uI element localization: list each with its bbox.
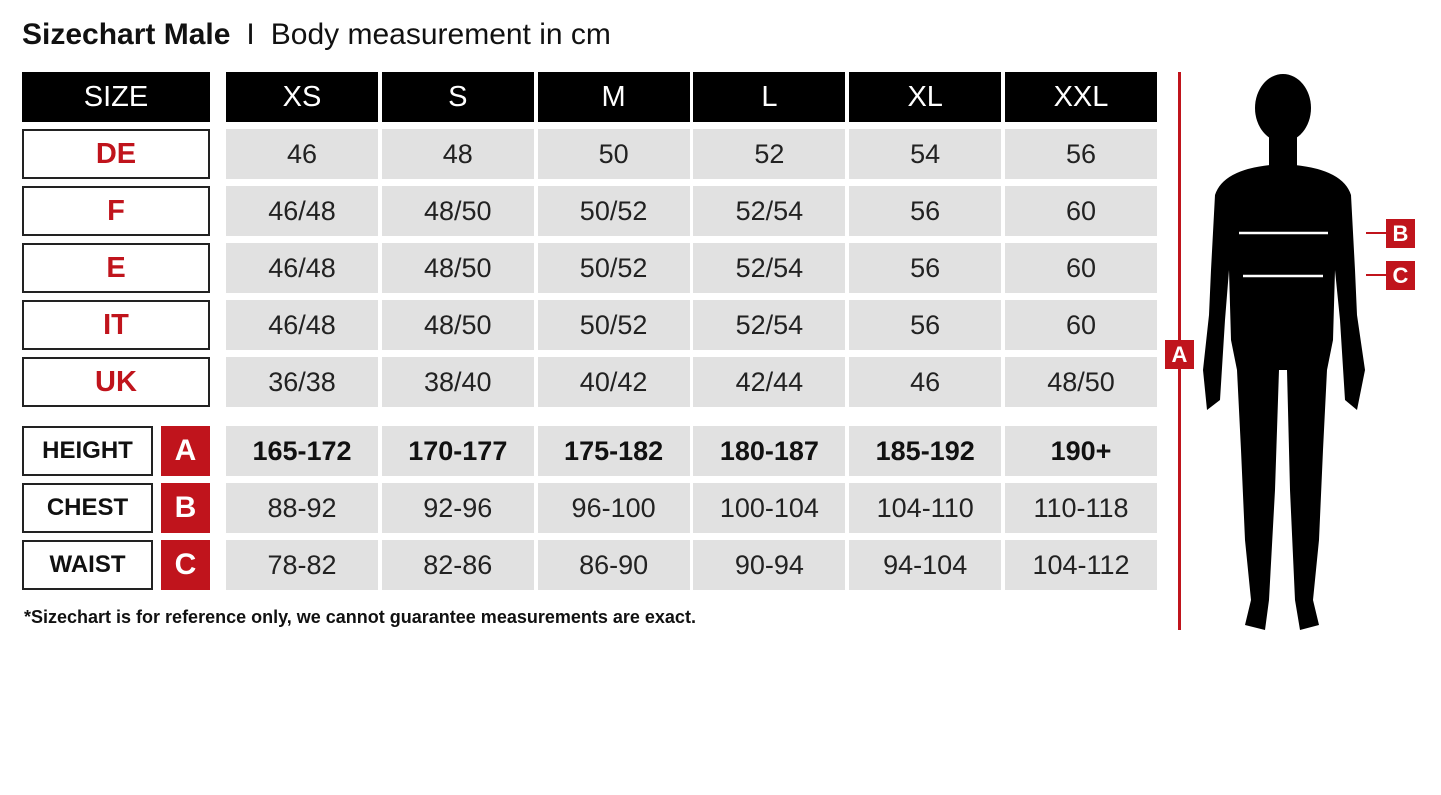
title-subtitle: Body measurement in cm [270, 18, 611, 51]
size-header-s: S [381, 72, 534, 122]
table-cell: 104-112 [1005, 540, 1157, 590]
region-label-it: IT [22, 300, 210, 350]
table-cell: 42/44 [693, 357, 846, 407]
size-header-xxl: XXL [1005, 72, 1157, 122]
table-cell: 46/48 [226, 300, 378, 350]
measurement-label-waist: WAIST [22, 540, 153, 590]
title-main: Sizechart Male [22, 18, 231, 51]
table-cell: 86-90 [537, 540, 690, 590]
table-cell: 82-86 [381, 540, 534, 590]
table-cell: 104-110 [849, 483, 1002, 533]
table-cell: 46/48 [226, 243, 378, 293]
table-cell: 100-104 [693, 483, 846, 533]
table-cell: 36/38 [226, 357, 378, 407]
table-cell: 50/52 [537, 186, 690, 236]
table-cell: 56 [1005, 129, 1157, 179]
table-cell: 50/52 [537, 243, 690, 293]
table-cell: 52 [693, 129, 846, 179]
title-separator: I [246, 18, 255, 51]
table-cell: 48/50 [1005, 357, 1157, 407]
region-label-f: F [22, 186, 210, 236]
size-header-l: L [693, 72, 846, 122]
table-cell: 165-172 [226, 426, 378, 476]
table-cell: 60 [1005, 300, 1157, 350]
size-header-xs: XS [226, 72, 378, 122]
measurement-marker-b: B [161, 483, 210, 533]
size-header: SIZE [22, 72, 210, 122]
measurement-marker-a: A [161, 426, 210, 476]
table-cell: 170-177 [381, 426, 534, 476]
size-header-xl: XL [849, 72, 1002, 122]
table-cell: 52/54 [693, 186, 846, 236]
table-cell: 78-82 [226, 540, 378, 590]
table-cell: 46 [849, 357, 1002, 407]
table-cell: 175-182 [537, 426, 690, 476]
table-cell: 92-96 [381, 483, 534, 533]
table-cell: 48/50 [381, 300, 534, 350]
waist-marker-c: C [1386, 261, 1415, 290]
table-cell: 50/52 [537, 300, 690, 350]
male-silhouette-icon [1203, 74, 1365, 630]
table-cell: 52/54 [693, 243, 846, 293]
chest-pointer [1366, 232, 1386, 234]
table-cell: 180-187 [693, 426, 846, 476]
region-label-e: E [22, 243, 210, 293]
table-cell: 185-192 [849, 426, 1002, 476]
table-cell: 56 [849, 300, 1002, 350]
table-cell: 38/40 [381, 357, 534, 407]
table-cell: 48/50 [381, 243, 534, 293]
region-label-de: DE [22, 129, 210, 179]
table-cell: 96-100 [537, 483, 690, 533]
measurement-label-chest: CHEST [22, 483, 153, 533]
waist-pointer [1366, 274, 1386, 276]
table-cell: 56 [849, 186, 1002, 236]
disclaimer-note: *Sizechart is for reference only, we can… [24, 607, 696, 627]
table-cell: 60 [1005, 186, 1157, 236]
table-cell: 60 [1005, 243, 1157, 293]
table-cell: 94-104 [849, 540, 1002, 590]
page-title: Sizechart Male I Body measurement in cm [22, 18, 611, 52]
measurement-label-height: HEIGHT [22, 426, 153, 476]
table-cell: 52/54 [693, 300, 846, 350]
table-cell: 46/48 [226, 186, 378, 236]
size-header-m: M [537, 72, 690, 122]
table-cell: 190+ [1005, 426, 1157, 476]
table-cell: 46 [226, 129, 378, 179]
table-cell: 50 [537, 129, 690, 179]
table-cell: 56 [849, 243, 1002, 293]
region-label-uk: UK [22, 357, 210, 407]
table-cell: 48/50 [381, 186, 534, 236]
table-cell: 110-118 [1005, 483, 1157, 533]
chest-marker-b: B [1386, 219, 1415, 248]
table-cell: 48 [381, 129, 534, 179]
table-cell: 54 [849, 129, 1002, 179]
height-marker-a: A [1165, 340, 1194, 369]
table-cell: 90-94 [693, 540, 846, 590]
measurement-marker-c: C [161, 540, 210, 590]
table-cell: 40/42 [537, 357, 690, 407]
table-cell: 88-92 [226, 483, 378, 533]
